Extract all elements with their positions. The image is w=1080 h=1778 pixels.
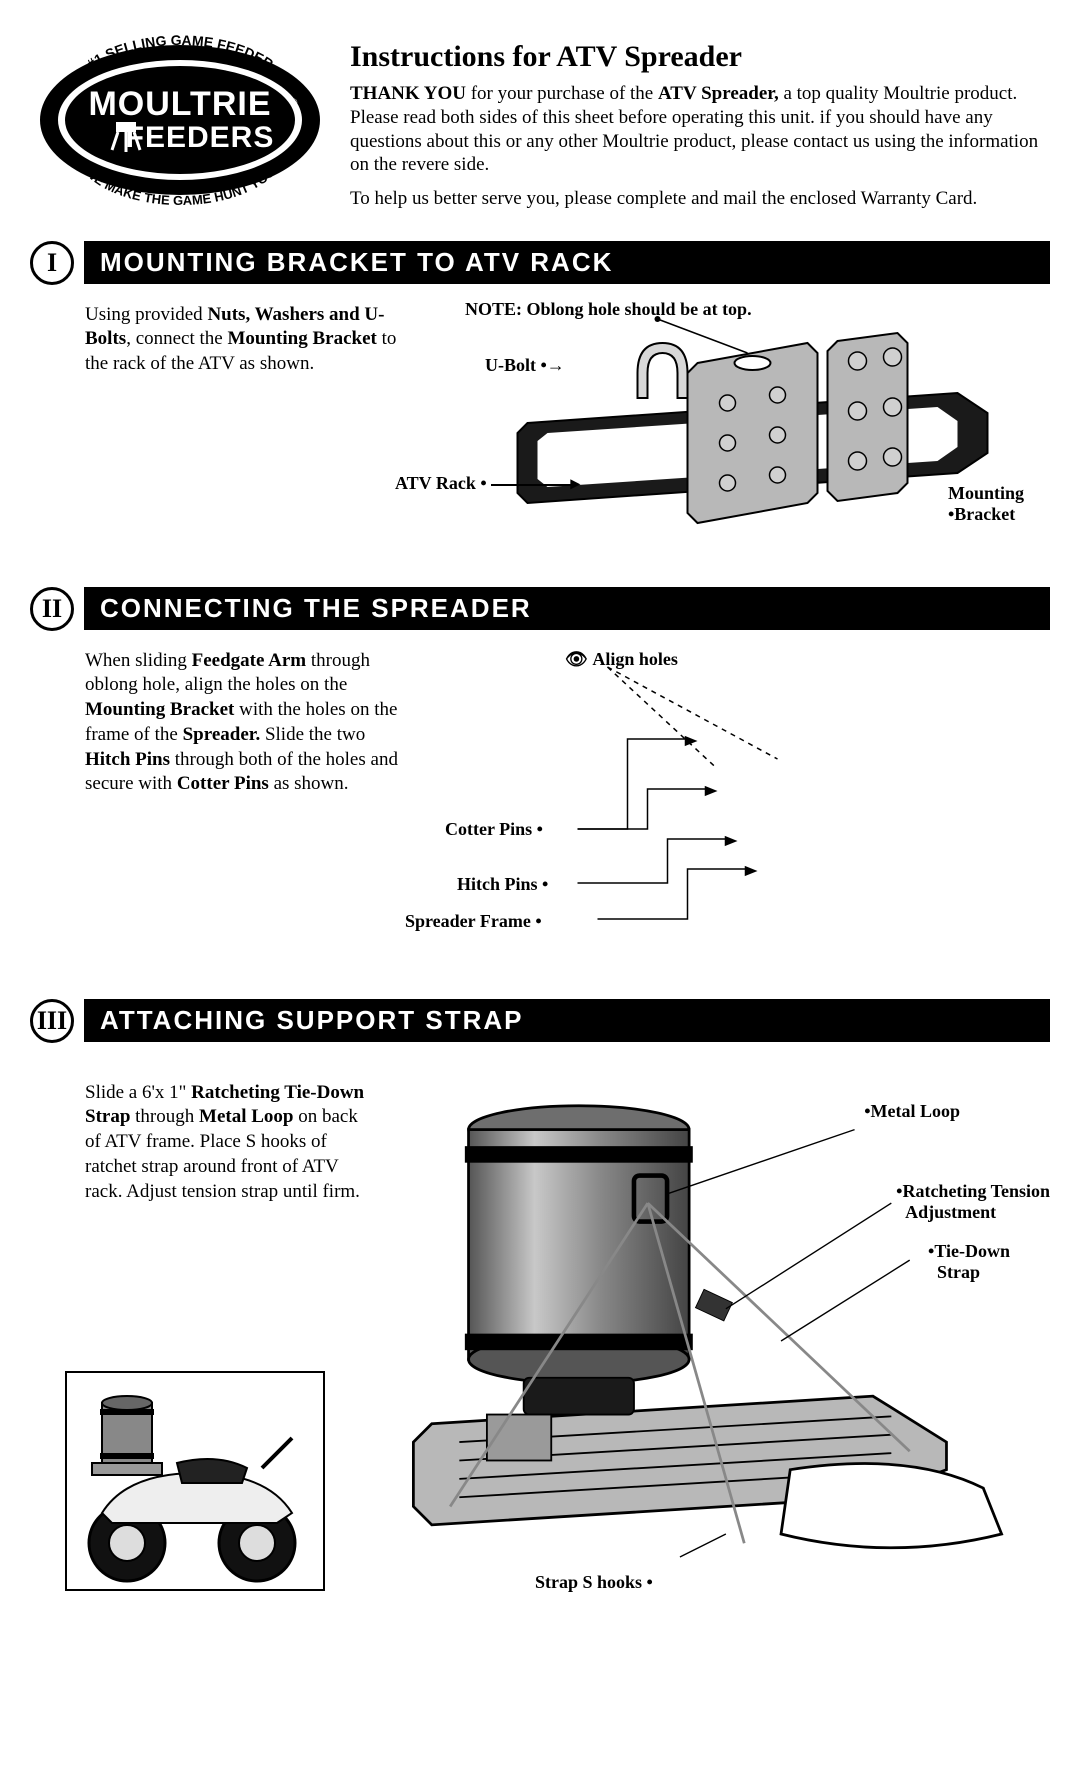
intro-p1: THANK YOU for your purchase of the ATV S… [350,82,1050,177]
section-1-num: I [30,241,74,285]
callout-bracket: Mounting•Bracket [948,483,1024,525]
callout-loop: •Metal Loop [864,1101,960,1122]
callout-align: 👁 Align holes [565,649,678,670]
section-1-title: MOUNTING BRACKET TO ATV RACK [84,241,1050,284]
section-3-header: III ATTACHING SUPPORT STRAP [30,999,1050,1043]
section-3-diagram: •Metal Loop •Ratcheting Tension Adjustme… [395,1081,1020,1601]
logo: #1 SELLING GAME FEEDER "WE MAKE THE GAME… [30,30,330,210]
callout-hitch: Hitch Pins • [457,874,548,895]
inset-atv-diagram [65,1371,325,1591]
section-3-num: III [30,999,74,1043]
logo-line1: MOULTRIE [88,85,271,123]
section-1-diagram: NOTE: Oblong hole should be at top. U-Bo… [435,303,1020,553]
callout-shooks: Strap S hooks • [535,1572,653,1593]
section-1-header: I MOUNTING BRACKET TO ATV RACK [30,241,1050,285]
section-2-header: II CONNECTING THE SPREADER [30,587,1050,631]
section-2-num: II [30,587,74,631]
callout-note: NOTE: Oblong hole should be at top. [465,299,752,320]
section-3-body: Slide a 6'x 1" Ratcheting Tie-Down Strap… [30,1061,1050,1601]
section-2-title: CONNECTING THE SPREADER [84,587,1050,630]
section-2-body: When sliding Feedgate Arm through oblong… [30,649,1050,969]
section-3-title: ATTACHING SUPPORT STRAP [84,999,1050,1042]
callout-cotter: Cotter Pins • [445,819,543,840]
logo-line2: FEEDERS [126,121,275,154]
section-2-text: When sliding Feedgate Arm through oblong… [85,649,415,949]
callout-ubolt: U-Bolt •→ [485,355,565,376]
page-title: Instructions for ATV Spreader [350,40,1050,74]
intro-p2: To help us better serve you, please comp… [350,187,1050,211]
callout-tiedown: •Tie-Down Strap [928,1241,1010,1283]
header: #1 SELLING GAME FEEDER "WE MAKE THE GAME… [30,30,1050,221]
callout-atvrack: ATV Rack •▸ [395,473,580,494]
section-2-diagram: 👁 Align holes Cotter Pins • Hitch Pins •… [435,649,1020,949]
intro: Instructions for ATV Spreader THANK YOU … [350,30,1050,221]
callout-ratchet: •Ratcheting Tension Adjustment [896,1181,1050,1223]
section-1-text: Using provided Nuts, Washers and U-Bolts… [85,303,415,553]
section-1-body: Using provided Nuts, Washers and U-Bolts… [30,303,1050,573]
svg-text:©: © [290,98,298,109]
callout-frame: Spreader Frame • [405,911,542,932]
